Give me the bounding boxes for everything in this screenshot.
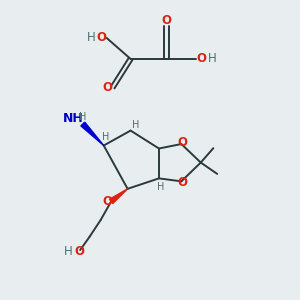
Text: H: H	[102, 132, 110, 142]
Text: O: O	[103, 195, 112, 208]
Text: O: O	[178, 136, 188, 149]
Text: H: H	[79, 112, 86, 122]
Text: H: H	[87, 31, 95, 44]
Polygon shape	[81, 122, 104, 146]
Text: NH: NH	[63, 112, 84, 125]
Text: H: H	[157, 182, 164, 192]
Polygon shape	[110, 189, 128, 203]
Text: O: O	[102, 81, 112, 94]
Text: O: O	[178, 176, 188, 189]
Text: O: O	[197, 52, 207, 65]
Text: H: H	[207, 52, 216, 65]
Text: O: O	[96, 31, 106, 44]
Text: O: O	[161, 14, 171, 27]
Text: H: H	[132, 120, 140, 130]
Text: O: O	[74, 245, 84, 258]
Text: H: H	[64, 245, 73, 258]
